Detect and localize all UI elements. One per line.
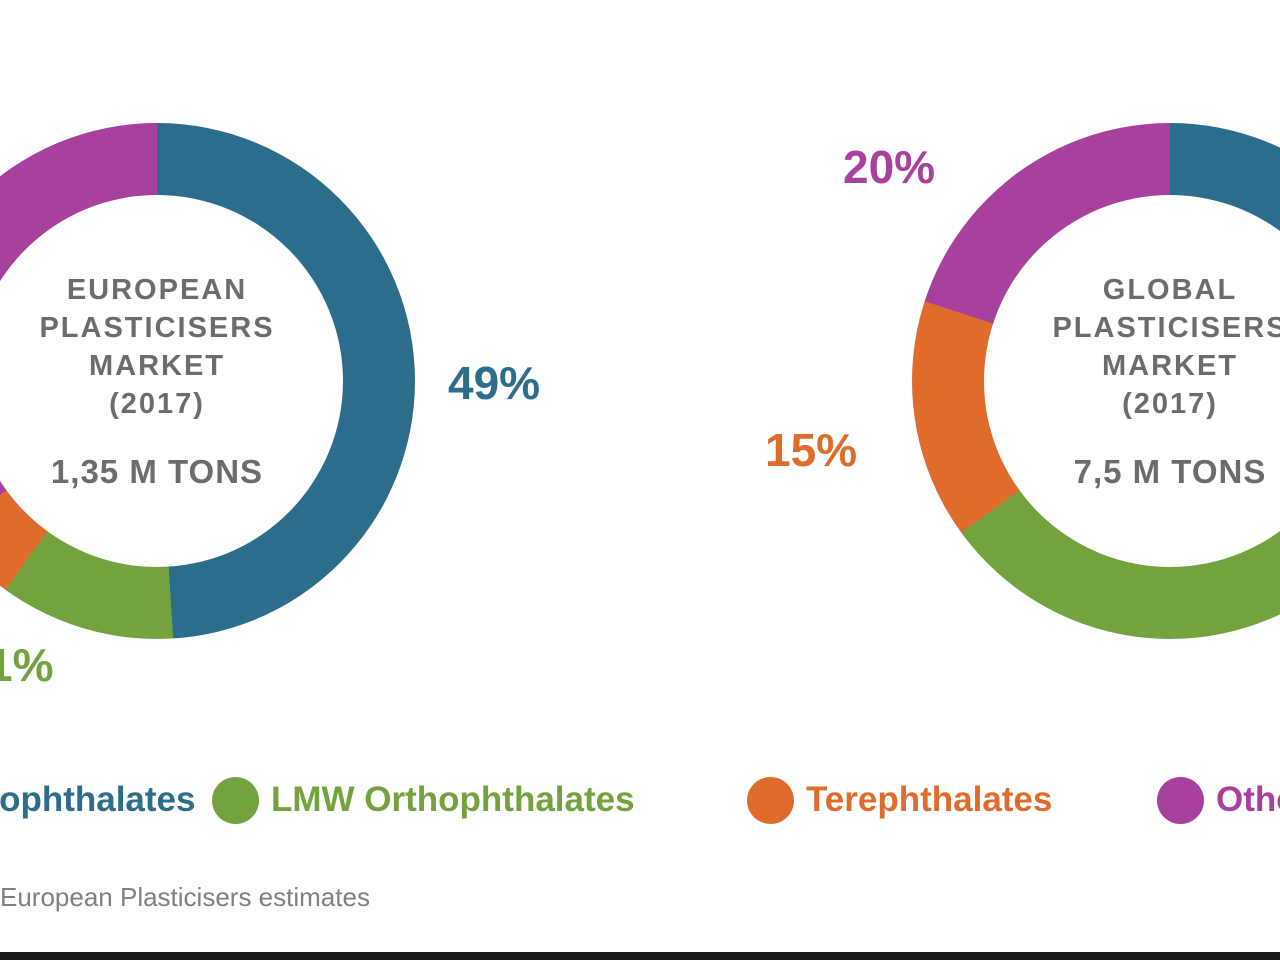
legend-label: Others: [1216, 780, 1280, 819]
bottom-border-bar: [0, 952, 1280, 960]
title-line: PLASTICISERS: [39, 312, 275, 344]
legend-color-dot: [212, 776, 259, 824]
global-market-tonnage: 7,5 M TONS: [1073, 453, 1267, 490]
donut-center-global: GLOBAL PLASTICISERS MARKET (2017) 7,5 M …: [984, 195, 1280, 567]
title-line: PLASTICISERS: [1052, 312, 1280, 344]
title-line: EUROPEAN: [66, 274, 248, 306]
global-terephthalates-percent-label: 15%: [765, 424, 858, 476]
legend-item-others: Others: [1157, 776, 1280, 824]
title-line: MARKET: [88, 350, 226, 382]
global-market-title: GLOBAL PLASTICISERS MARKET (2017): [1052, 271, 1280, 423]
title-line: MARKET: [1101, 350, 1239, 382]
european-market-title: EUROPEAN PLASTICISERS MARKET (2017): [39, 271, 274, 423]
title-line: GLOBAL: [1102, 274, 1238, 306]
european-lmw-percent-label: 11%: [0, 639, 54, 691]
legend-item-hmw-orthophthalates: HMW Orthophthalates: [0, 776, 195, 824]
legend-item-lmw-orthophthalates: LMW Orthophthalates: [212, 776, 635, 824]
european-market-tonnage: 1,35 M TONS: [50, 453, 264, 490]
title-line: (2017): [1122, 388, 1218, 420]
donut-chart-global-market: GLOBAL PLASTICISERS MARKET (2017) 7,5 M …: [912, 123, 1280, 639]
legend-label: HMW Orthophthalates: [0, 780, 196, 819]
source-note: European Plasticisers estimates: [0, 882, 370, 912]
legend-label: Terephthalates: [806, 780, 1053, 819]
donut-chart-european-market: EUROPEAN PLASTICISERS MARKET (2017) 1,35…: [0, 123, 415, 639]
global-others-percent-label: 20%: [843, 141, 936, 193]
legend-color-dot: [1157, 776, 1204, 824]
legend-label: LMW Orthophthalates: [271, 780, 635, 819]
title-line: (2017): [109, 388, 205, 420]
legend-item-terephthalates: Terephthalates: [747, 776, 1052, 824]
european-hmw-percent-label: 49%: [448, 357, 541, 409]
legend-color-dot: [747, 776, 794, 824]
donut-center-european: EUROPEAN PLASTICISERS MARKET (2017) 1,35…: [0, 195, 343, 567]
